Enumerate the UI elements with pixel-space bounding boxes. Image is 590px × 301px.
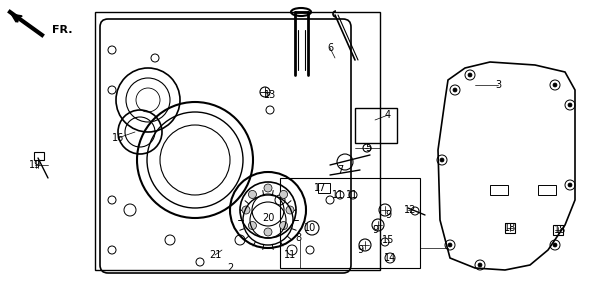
Text: FR.: FR. <box>52 25 73 35</box>
Text: 8: 8 <box>295 233 301 243</box>
Circle shape <box>264 228 272 236</box>
Text: 4: 4 <box>385 110 391 120</box>
Circle shape <box>453 88 457 92</box>
Circle shape <box>440 158 444 162</box>
Bar <box>355 108 397 143</box>
Circle shape <box>553 83 557 87</box>
Circle shape <box>280 191 287 198</box>
Text: 18: 18 <box>554 225 566 235</box>
Bar <box>505 223 515 233</box>
Text: 6: 6 <box>327 43 333 53</box>
Text: 10: 10 <box>304 223 316 233</box>
Circle shape <box>448 243 452 247</box>
Circle shape <box>280 222 287 230</box>
Text: 19: 19 <box>29 160 41 170</box>
Bar <box>553 225 563 235</box>
Text: 5: 5 <box>365 143 371 153</box>
Bar <box>95 12 380 270</box>
Text: 15: 15 <box>382 235 394 245</box>
Circle shape <box>478 263 482 267</box>
Text: 12: 12 <box>404 205 416 215</box>
Text: 17: 17 <box>314 183 326 193</box>
Polygon shape <box>10 12 20 22</box>
Text: 18: 18 <box>504 223 516 233</box>
Circle shape <box>286 206 294 214</box>
Bar <box>280 178 420 268</box>
Text: 2: 2 <box>227 263 233 273</box>
Circle shape <box>242 206 250 214</box>
Text: 11: 11 <box>284 250 296 260</box>
Text: 13: 13 <box>264 90 276 100</box>
Text: 21: 21 <box>209 250 221 260</box>
Circle shape <box>568 183 572 187</box>
Circle shape <box>248 222 257 230</box>
Text: 16: 16 <box>112 133 124 143</box>
Bar <box>490 185 508 195</box>
Text: 9: 9 <box>372 225 378 235</box>
Circle shape <box>248 191 257 198</box>
Circle shape <box>553 243 557 247</box>
Circle shape <box>264 184 272 192</box>
Text: 20: 20 <box>262 213 274 223</box>
Text: 14: 14 <box>384 253 396 263</box>
Text: 11: 11 <box>332 190 344 200</box>
Circle shape <box>468 73 472 77</box>
Bar <box>318 183 330 193</box>
Text: 11: 11 <box>346 190 358 200</box>
Bar <box>538 185 556 195</box>
Bar <box>34 152 44 160</box>
Text: 7: 7 <box>337 165 343 175</box>
Text: 9: 9 <box>357 245 363 255</box>
Text: 3: 3 <box>495 80 501 90</box>
Text: 9: 9 <box>385 210 391 220</box>
Circle shape <box>568 103 572 107</box>
